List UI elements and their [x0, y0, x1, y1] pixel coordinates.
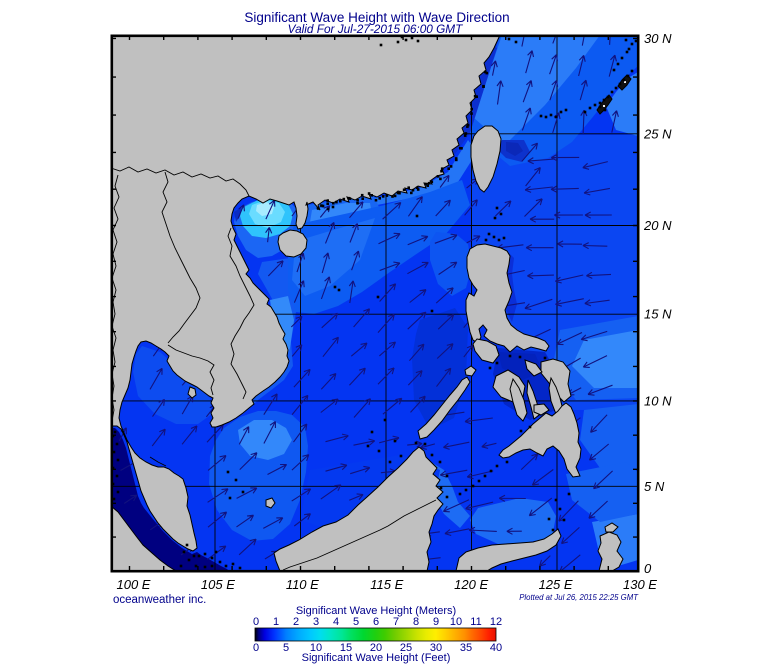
svg-text:105 E: 105 E [201, 577, 235, 592]
svg-text:0: 0 [253, 616, 259, 628]
svg-text:20 N: 20 N [643, 218, 672, 233]
svg-text:Significant Wave Height (Feet): Significant Wave Height (Feet) [302, 652, 451, 664]
svg-text:120 E: 120 E [454, 577, 488, 592]
svg-text:100 E: 100 E [117, 577, 151, 592]
svg-text:4: 4 [333, 616, 339, 628]
svg-text:0: 0 [253, 642, 259, 654]
svg-text:3: 3 [313, 616, 319, 628]
svg-text:Significant Wave Height (Meter: Significant Wave Height (Meters) [296, 605, 456, 617]
svg-text:10: 10 [450, 616, 462, 628]
svg-text:30 N: 30 N [644, 31, 672, 46]
svg-text:20: 20 [370, 642, 382, 654]
svg-text:12: 12 [490, 616, 502, 628]
svg-text:11: 11 [470, 616, 481, 628]
svg-text:9: 9 [433, 616, 439, 628]
svg-text:125 E: 125 E [539, 577, 573, 592]
svg-text:5 N: 5 N [644, 479, 665, 494]
svg-text:1: 1 [273, 616, 279, 628]
svg-text:15: 15 [340, 642, 352, 654]
svg-text:5: 5 [353, 616, 359, 628]
svg-text:110 E: 110 E [286, 577, 319, 592]
svg-text:130 E: 130 E [623, 577, 657, 592]
svg-text:25 N: 25 N [643, 126, 672, 141]
svg-text:10: 10 [310, 642, 322, 654]
svg-text:10 N: 10 N [644, 393, 672, 408]
svg-text:30: 30 [430, 642, 442, 654]
svg-text:0: 0 [644, 561, 652, 576]
svg-text:8: 8 [413, 616, 419, 628]
svg-text:25: 25 [400, 642, 412, 654]
svg-text:2: 2 [293, 616, 299, 628]
svg-text:Plotted at Jul 26, 2015 22:25: Plotted at Jul 26, 2015 22:25 GMT [519, 593, 639, 602]
svg-text:oceanweather inc.: oceanweather inc. [113, 594, 206, 606]
svg-text:5: 5 [283, 642, 289, 654]
svg-text:Significant Wave Height with W: Significant Wave Height with Wave Direct… [244, 10, 509, 25]
svg-text:6: 6 [373, 616, 379, 628]
svg-text:115 E: 115 E [370, 577, 403, 592]
svg-text:Valid For Jul-27-2015 06:00 GM: Valid For Jul-27-2015 06:00 GMT [288, 22, 463, 36]
svg-text:15 N: 15 N [644, 307, 672, 322]
svg-text:35: 35 [460, 642, 472, 654]
svg-text:40: 40 [490, 642, 502, 654]
svg-text:7: 7 [393, 616, 399, 628]
